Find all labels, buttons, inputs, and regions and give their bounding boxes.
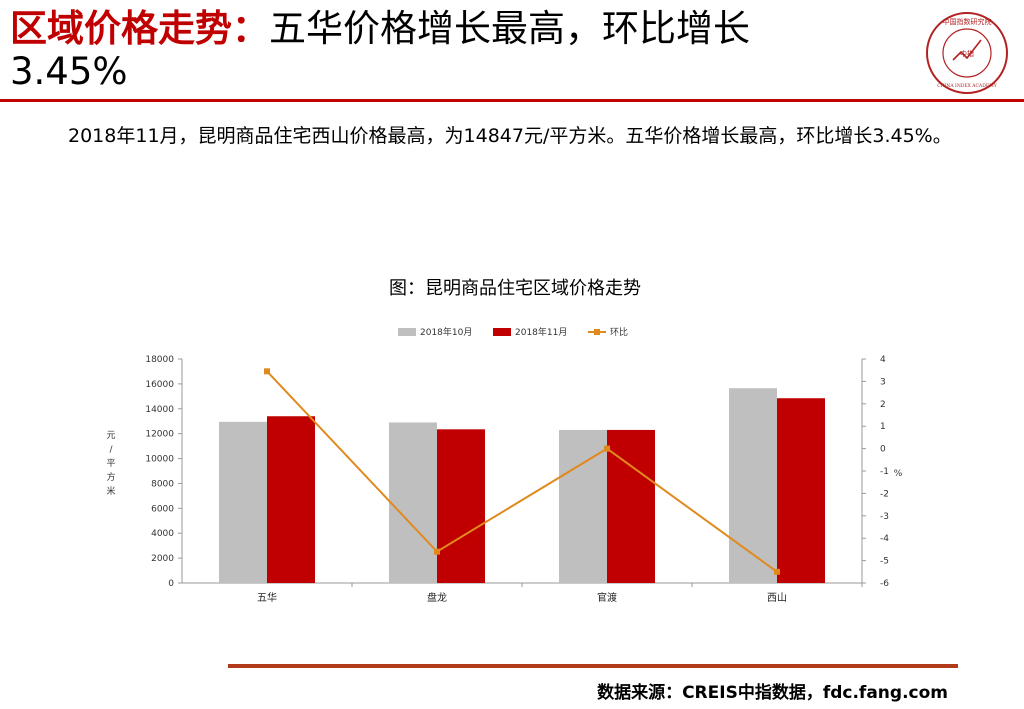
y2-tick-label: 4	[880, 355, 886, 365]
y2-tick-label: 3	[880, 377, 886, 387]
y2-tick-label: 0	[880, 445, 886, 455]
summary-paragraph: 2018年11月，昆明商品住宅西山价格最高，为14847元/平方米。五华价格增长…	[68, 125, 952, 147]
y-axis-label-char: 米	[106, 485, 115, 497]
bar-oct	[389, 422, 437, 583]
legend-label-oct: 2018年10月	[420, 326, 472, 338]
line-point	[774, 568, 780, 575]
logo-center: 中指	[960, 49, 974, 58]
summary-text: 2018年11月，昆明商品住宅西山价格最高，为14847元/平方米。五华价格增长…	[30, 118, 1005, 155]
legend-label-nov: 2018年11月	[515, 326, 567, 338]
logo-text: 中国指数研究院	[943, 17, 992, 26]
y2-tick-label: -6	[880, 579, 889, 589]
legend-label-mom: 环比	[610, 326, 628, 338]
y-tick-label: 4000	[151, 529, 174, 539]
title-divider	[0, 99, 1024, 102]
y2-tick-label: -1	[880, 467, 889, 477]
y-axis-label-char: /	[109, 445, 113, 455]
y2-tick-label: -4	[880, 534, 889, 544]
y2-tick-label: 1	[880, 422, 886, 432]
y-tick-label: 14000	[145, 405, 174, 415]
y-tick-label: 12000	[145, 430, 174, 440]
y-tick-label: 2000	[151, 554, 174, 564]
bar-oct	[559, 429, 607, 583]
x-tick-label: 盘龙	[427, 591, 447, 604]
y-axis-label-char: 元	[106, 431, 115, 441]
y-axis-label-char: 方	[106, 471, 115, 483]
x-tick-label: 五华	[257, 591, 277, 604]
line-point	[264, 368, 270, 375]
y-tick-label: 6000	[151, 504, 174, 514]
y2-axis-label: %	[894, 469, 903, 479]
title-rest: 五华价格增长最高，环比增长	[269, 7, 750, 50]
data-source: 数据来源：CREIS中指数据，fdc.fang.com	[597, 683, 948, 703]
legend-swatch-nov	[493, 328, 511, 336]
y-axis-label-char: 平	[106, 458, 115, 469]
y-tick-label: 16000	[145, 380, 174, 390]
bar-nov	[777, 398, 825, 583]
bar-nov	[437, 429, 485, 583]
logo-english: CHINA INDEX ACADEMY	[937, 83, 997, 89]
y2-tick-label: 2	[880, 400, 886, 410]
chart: 0 2000 4000 6000 8000 10000 12000 14000 16000 180…	[106, 326, 903, 604]
logo-seal: 中国指数研究院 中指 CHINA INDEX ACADEMY	[926, 12, 1008, 94]
y-tick-label: 10000	[145, 455, 174, 465]
title-emphasis: 区域价格走势：	[10, 7, 269, 50]
page-title: 区域价格走势：五华价格增长最高，环比增长 3.45%	[10, 6, 910, 92]
line-mom	[266, 370, 778, 573]
legend-swatch-oct	[398, 328, 416, 336]
y-tick-label: 8000	[151, 479, 174, 489]
y2-tick-label: -5	[880, 557, 889, 567]
x-tick-label: 西山	[767, 592, 787, 604]
footer-divider	[228, 664, 958, 668]
chart-title: 图：昆明商品住宅区域价格走势	[389, 278, 641, 299]
line-point	[434, 548, 440, 555]
line-point	[604, 445, 610, 452]
legend-swatch-mom-marker	[594, 329, 600, 335]
y-tick-label: 0	[168, 579, 174, 589]
y2-tick-label: -3	[880, 512, 889, 522]
bar-oct	[219, 421, 267, 583]
title-line2: 3.45%	[10, 50, 128, 93]
bar-oct	[729, 388, 777, 583]
y-tick-label: 18000	[145, 355, 174, 365]
x-tick-label: 官渡	[597, 591, 617, 604]
y2-tick-label: -2	[880, 489, 889, 499]
bar-nov	[267, 416, 315, 583]
